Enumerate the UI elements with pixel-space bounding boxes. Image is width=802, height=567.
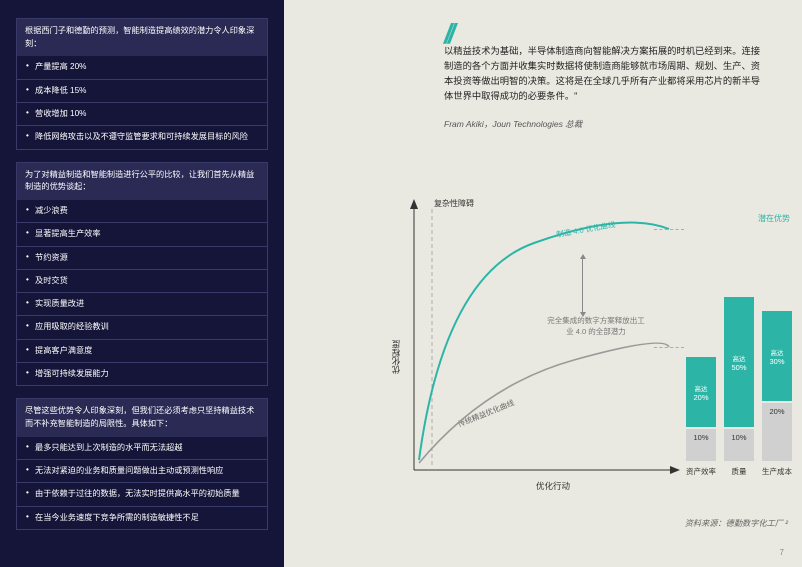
- optimization-chart: [394, 195, 684, 485]
- right-content: // 以精益技术为基础，半导体制造商向智能解决方案拓展的时机已经到来。连接制造的…: [284, 0, 802, 567]
- dash-connector: [654, 347, 684, 348]
- box-2-list: 减少浪费 显著提高生产效率 节约资源 及时交货 实现质量改进 应用吸取的经验教训…: [16, 200, 268, 386]
- bar-gray-3: 20%: [762, 403, 792, 461]
- bar-teal-2: 高达 50%: [724, 297, 754, 427]
- list-item: 及时交货: [16, 270, 268, 293]
- bar-cat-3: 生产成本: [762, 466, 792, 477]
- dash-connector: [654, 229, 684, 230]
- bar-gray-2: 10%: [724, 429, 754, 461]
- potential-bars: 潜在优势 高达 20% 10% 高达 50% 10% 高达 30%: [682, 235, 794, 485]
- left-sidebar: 根据西门子和德勤的预测，智能制造提高绩效的潜力令人印象深刻： 产量提高 20% …: [0, 0, 284, 567]
- bar-cat-2: 质量: [724, 466, 754, 477]
- box-3-header: 尽管这些优势令人印象深刻，但我们还必须考虑只坚持精益技术而不补充智能制造的局限性…: [16, 398, 268, 436]
- bar-prefix: 高达: [724, 353, 754, 363]
- list-item: 由于依赖于过往的数据，无法实时提供高水平的初始质量: [16, 483, 268, 506]
- bar-gray-1: 10%: [686, 429, 716, 461]
- bar-prefix: 高达: [686, 383, 716, 393]
- box-1-header: 根据西门子和德勤的预测，智能制造提高绩效的潜力令人印象深刻：: [16, 18, 268, 56]
- list-item: 提高客户满意度: [16, 340, 268, 363]
- bar-value: 10%: [724, 433, 754, 442]
- list-item: 无法对紧迫的业务和质量问题做出主动或预测性响应: [16, 460, 268, 483]
- bar-cat-1: 资产效率: [686, 466, 716, 477]
- quote-author: Fram Akiki，Joun Technologies 总裁: [444, 118, 582, 130]
- bar-value: 20%: [762, 407, 792, 416]
- bar-prefix: 高达: [762, 347, 792, 357]
- list-item: 在当今业务速度下竞争所需的制造敏捷性不足: [16, 507, 268, 530]
- bar-value: 30%: [762, 357, 792, 366]
- list-item: 节约资源: [16, 247, 268, 270]
- bar-value: 50%: [724, 363, 754, 372]
- list-item: 产量提高 20%: [16, 56, 268, 79]
- bar-teal-1: 高达 20%: [686, 357, 716, 427]
- list-item: 增强可持续发展能力: [16, 363, 268, 386]
- list-item: 营收增加 10%: [16, 103, 268, 126]
- bar-teal-3: 高达 30%: [762, 311, 792, 401]
- list-item: 降低网络攻击以及不遵守监管要求和可持续发展目标的风险: [16, 126, 268, 149]
- quote-text: 以精益技术为基础，半导体制造商向智能解决方案拓展的时机已经到来。连接制造的各个方…: [444, 44, 762, 104]
- page-number: 7: [780, 548, 784, 557]
- bar-value: 10%: [686, 433, 716, 442]
- box-2: 为了对精益制造和智能制造进行公平的比较，让我们首先从精益制造的优势谈起： 减少浪…: [16, 162, 268, 387]
- box-3: 尽管这些优势令人印象深刻，但我们还必须考虑只坚持精益技术而不补充智能制造的局限性…: [16, 398, 268, 530]
- list-item: 减少浪费: [16, 200, 268, 223]
- bars-title: 潜在优势: [758, 213, 790, 224]
- box-1-list: 产量提高 20% 成本降低 15% 营收增加 10% 降低网络攻击以及不遵守监管…: [16, 56, 268, 149]
- bar-value: 20%: [686, 393, 716, 402]
- list-item: 实现质量改进: [16, 293, 268, 316]
- list-item: 成本降低 15%: [16, 80, 268, 103]
- list-item: 应用吸取的经验教训: [16, 316, 268, 339]
- box-2-header: 为了对精益制造和智能制造进行公平的比较，让我们首先从精益制造的优势谈起：: [16, 162, 268, 200]
- box-3-list: 最多只能达到上次制造的水平而无法超越 无法对紧迫的业务和质量问题做出主动或预测性…: [16, 437, 268, 530]
- list-item: 最多只能达到上次制造的水平而无法超越: [16, 437, 268, 460]
- box-1: 根据西门子和德勤的预测，智能制造提高绩效的潜力令人印象深刻： 产量提高 20% …: [16, 18, 268, 150]
- source-label: 资料来源：德勤数字化工厂 ²: [685, 517, 788, 529]
- list-item: 显著提高生产效率: [16, 223, 268, 246]
